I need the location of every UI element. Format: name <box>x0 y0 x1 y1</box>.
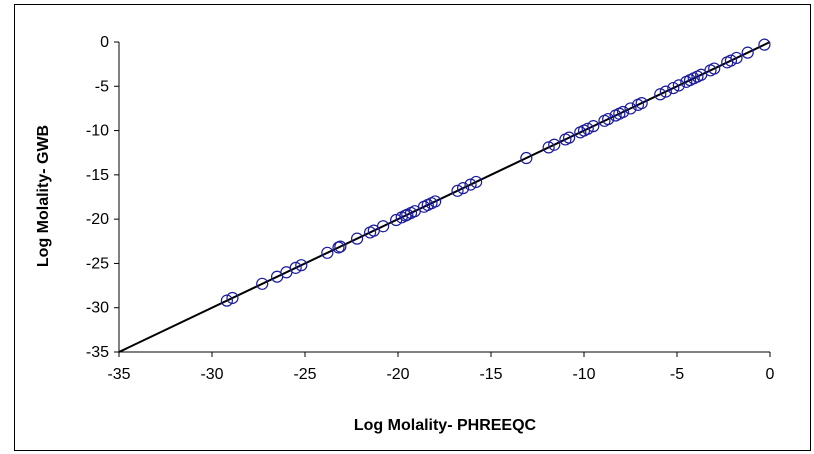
y-axis-title: Log Molality- GWB <box>35 125 52 267</box>
data-point <box>256 277 269 290</box>
x-tick-label: -20 <box>386 366 409 383</box>
y-tick-label: 0 <box>100 34 109 51</box>
y-tick-label: -30 <box>86 300 109 317</box>
data-point <box>680 75 693 88</box>
data-point <box>390 213 403 227</box>
data-point <box>559 133 572 146</box>
x-tick-label: 0 <box>766 366 775 383</box>
x-axis: -35 -30 -25 -20 -15 -10 -5 0 <box>107 351 775 383</box>
data-point <box>464 178 477 191</box>
data-point <box>470 175 483 189</box>
y-tick-label: -20 <box>86 211 109 228</box>
data-point <box>574 126 587 139</box>
data-point <box>350 232 364 245</box>
data-point <box>332 241 345 254</box>
data-point <box>520 151 533 165</box>
data-point <box>548 138 561 151</box>
x-axis-title: Log Molality- PHREEQC <box>354 417 537 434</box>
x-tick-label: -5 <box>670 366 684 383</box>
data-point <box>321 246 334 259</box>
data-point <box>364 226 377 239</box>
data-point <box>226 291 239 305</box>
data-point <box>624 102 637 115</box>
reference-line-group <box>118 41 771 353</box>
y-tick-label: -10 <box>86 123 109 140</box>
data-point <box>659 85 672 98</box>
y-tick-label: -35 <box>86 344 109 361</box>
one-to-one-line <box>118 41 771 353</box>
x-tick-label: -25 <box>293 366 316 383</box>
data-point <box>609 109 622 122</box>
data-point <box>451 184 464 197</box>
data-point <box>721 56 734 69</box>
y-tick-label: -25 <box>86 255 109 272</box>
x-tick-label: -35 <box>107 366 130 383</box>
x-tick-label: -30 <box>200 366 223 383</box>
data-points <box>220 38 771 307</box>
data-point <box>741 46 754 59</box>
data-point <box>395 211 408 224</box>
data-point <box>295 259 308 272</box>
data-point <box>667 81 680 95</box>
y-axis: 0 -5 -10 -15 -20 -25 -30 -35 <box>86 34 120 361</box>
data-point <box>654 88 667 101</box>
y-tick-label: -15 <box>86 167 109 184</box>
data-point <box>631 98 645 111</box>
x-tick-label: -15 <box>479 366 502 383</box>
data-point <box>598 114 611 127</box>
data-point <box>542 141 555 154</box>
data-point <box>758 38 771 51</box>
x-tick-label: -10 <box>572 366 595 383</box>
y-tick-label: -5 <box>95 78 109 95</box>
chart-frame <box>14 4 811 451</box>
data-point <box>220 294 233 307</box>
data-point <box>672 79 685 92</box>
data-point <box>457 182 470 195</box>
data-point <box>271 270 284 283</box>
